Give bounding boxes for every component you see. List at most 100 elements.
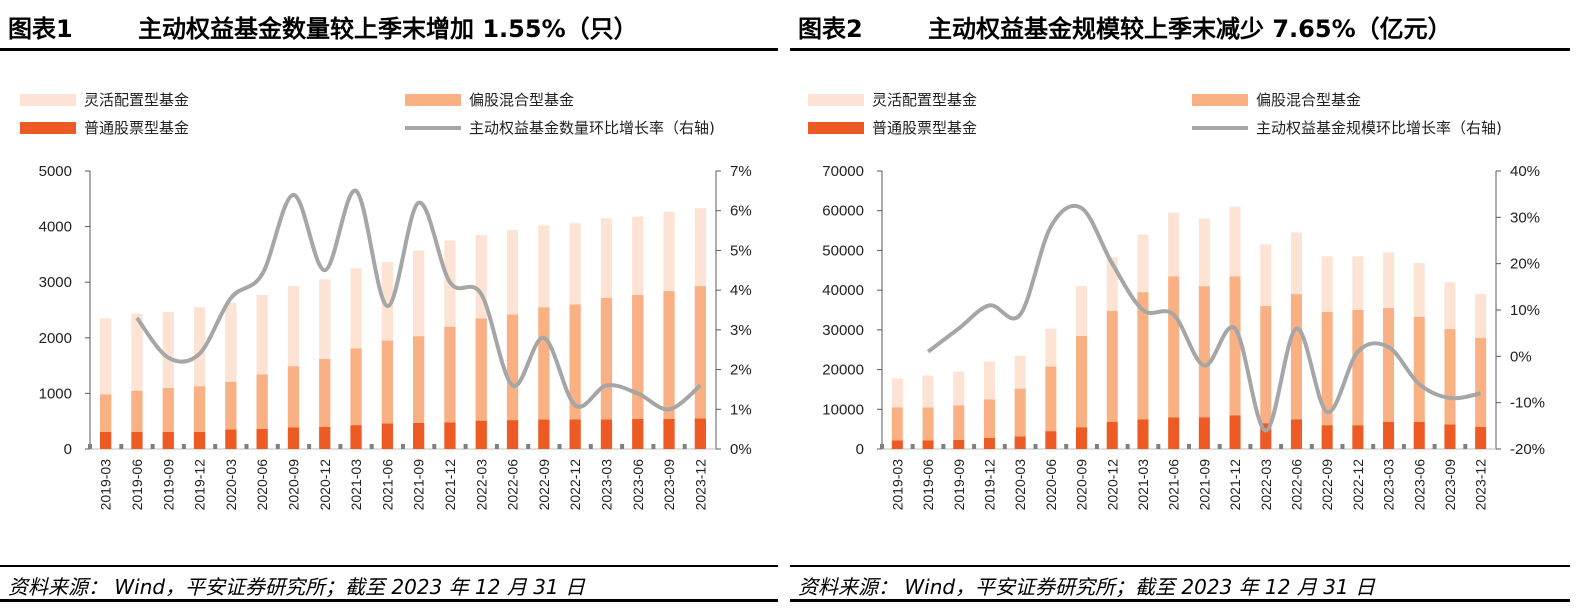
legend-label: 普通股票型基金 xyxy=(872,119,977,137)
x-tick-label: 2019-09 xyxy=(160,459,176,511)
left-tick-label: 40000 xyxy=(822,282,864,299)
bar-partial xyxy=(1413,316,1425,422)
bar-flexible xyxy=(225,302,237,382)
right-tick-label: 0% xyxy=(1510,348,1532,365)
bar-stock xyxy=(1413,421,1425,449)
bar-partial xyxy=(1290,294,1302,420)
x-tick-mark xyxy=(244,444,249,449)
x-tick-label: 2019-06 xyxy=(920,459,936,511)
bar-stock xyxy=(506,420,519,449)
bar-flexible xyxy=(1014,355,1026,389)
bar-flexible xyxy=(319,279,331,359)
bar-partial xyxy=(1137,292,1149,420)
bar-flexible xyxy=(1352,256,1364,310)
bar-flexible xyxy=(538,225,550,308)
x-tick-mark xyxy=(910,444,915,449)
x-tick-label: 2022-03 xyxy=(1258,459,1274,511)
bar-stock xyxy=(1352,425,1364,449)
x-tick-label: 2021-12 xyxy=(442,459,458,511)
bar-stock xyxy=(1229,415,1241,449)
bar-stock xyxy=(100,431,112,449)
x-tick-label: 2021-09 xyxy=(1196,459,1212,511)
bar-partial xyxy=(381,340,393,424)
x-tick-mark xyxy=(1217,444,1222,449)
bar-flexible xyxy=(413,250,425,337)
growth-rate-line xyxy=(926,203,1482,433)
x-tick-mark xyxy=(1401,444,1406,449)
x-tick-mark xyxy=(463,444,468,449)
x-tick-mark xyxy=(1033,444,1038,449)
x-tick-mark xyxy=(620,444,625,449)
right-tick-label: -20% xyxy=(1510,441,1545,458)
x-tick-mark xyxy=(88,444,92,449)
bar-flexible xyxy=(1444,282,1456,330)
bar-partial xyxy=(193,386,206,432)
bar-partial xyxy=(1229,276,1241,416)
x-tick-label: 2020-09 xyxy=(1074,459,1090,511)
right-tick-label: 1% xyxy=(730,401,752,418)
x-tick-label: 2020-03 xyxy=(1012,459,1028,511)
x-tick-mark xyxy=(1279,444,1284,449)
x-tick-label: 2021-06 xyxy=(379,459,395,511)
bar-stock xyxy=(1444,424,1456,449)
x-tick-mark xyxy=(401,444,405,449)
chart-title-bar: 图表1 主动权益基金数量较上季末增加 1.55%（只） xyxy=(0,4,778,51)
x-tick-mark xyxy=(1064,444,1069,449)
x-tick-mark xyxy=(369,444,374,449)
x-tick-label: 2020-12 xyxy=(317,459,333,511)
bar-stock xyxy=(413,422,425,449)
bar-stock xyxy=(953,439,965,449)
left-tick-label: 10000 xyxy=(822,401,864,418)
left-tick-label: 30000 xyxy=(822,322,864,339)
x-tick-mark xyxy=(880,444,884,449)
bar-stock xyxy=(663,418,675,449)
x-tick-mark xyxy=(213,444,218,449)
growth-rate-line xyxy=(135,188,702,412)
right-tick-label: 10% xyxy=(1510,302,1540,319)
bar-flexible xyxy=(1290,232,1302,295)
bar-flexible xyxy=(162,311,174,388)
x-tick-label: 2023-12 xyxy=(692,459,708,511)
figure-number: 图表2 xyxy=(798,14,863,43)
left-tick-label: 0 xyxy=(856,441,864,458)
bar-stock xyxy=(983,437,995,449)
x-tick-label: 2020-09 xyxy=(285,459,301,511)
x-tick-mark xyxy=(941,444,946,449)
source-footer: 资料来源： Wind，平安证券研究所；截至 2023 年 12 月 31 日 xyxy=(0,565,778,602)
bar-partial xyxy=(162,387,174,432)
bar-partial xyxy=(538,307,550,420)
bar-flexible xyxy=(506,229,519,315)
bar-stock xyxy=(1198,417,1210,449)
x-tick-label: 2023-06 xyxy=(630,459,646,511)
bar-partial xyxy=(506,314,519,421)
x-tick-mark xyxy=(1248,444,1253,449)
bar-flexible xyxy=(1383,252,1395,309)
bar-flexible xyxy=(922,375,934,408)
bar-flexible xyxy=(1045,328,1057,367)
right-tick-label: 5% xyxy=(730,242,752,259)
x-tick-mark xyxy=(972,444,977,449)
left-tick-label: 70000 xyxy=(822,163,864,180)
x-tick-mark xyxy=(275,444,280,449)
bar-partial xyxy=(319,358,331,427)
x-tick-label: 2019-12 xyxy=(192,459,208,511)
bar-flexible xyxy=(1198,218,1210,287)
left-tick-label: 2000 xyxy=(39,330,72,347)
bar-stock xyxy=(256,428,268,449)
x-tick-mark xyxy=(1309,444,1314,449)
bar-partial xyxy=(1014,388,1026,437)
legend-label: 灵活配置型基金 xyxy=(872,91,977,109)
right-tick-label: -10% xyxy=(1510,395,1545,412)
bar-flexible xyxy=(193,307,206,387)
bar-stock xyxy=(632,418,644,449)
bar-flexible xyxy=(100,318,112,395)
bar-stock xyxy=(538,419,550,449)
x-tick-mark xyxy=(526,444,531,449)
bar-stock xyxy=(381,423,393,449)
x-tick-label: 2021-12 xyxy=(1227,459,1243,511)
right-tick-label: 2% xyxy=(730,362,752,379)
x-tick-label: 2022-09 xyxy=(536,459,552,511)
bar-partial xyxy=(891,407,903,441)
chart-title: 主动权益基金规模较上季末减少 7.65%（亿元） xyxy=(928,14,1452,43)
bar-stock xyxy=(1106,421,1118,449)
